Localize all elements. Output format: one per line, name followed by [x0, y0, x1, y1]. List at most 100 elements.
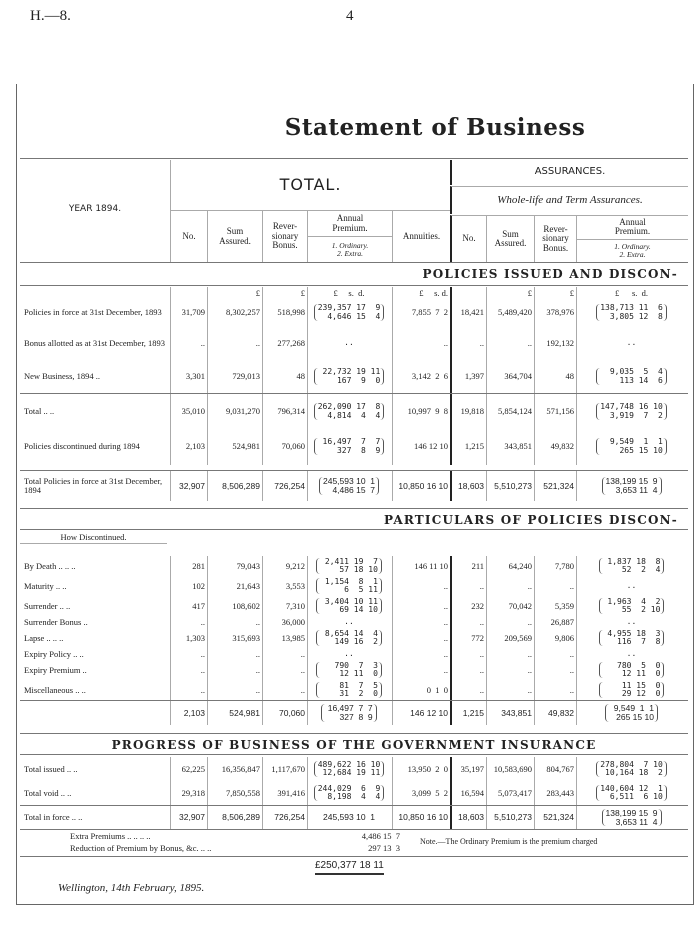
- column-header-annual: Annual Premium.: [307, 210, 392, 236]
- table-row: By Death .. .. .. 281 79,043 9,212 2,411 19…: [20, 556, 688, 576]
- row-label: Policies in force at 31st December, 1893: [24, 307, 162, 318]
- extra-premiums-value: 4,486 15 7: [361, 831, 400, 841]
- table-cell: 48: [262, 360, 307, 393]
- table-cell: 48: [534, 360, 576, 393]
- table-cell: 1,215: [450, 428, 486, 465]
- column-header-sum: Sum Assured.: [207, 210, 262, 262]
- table-cell: 9,549 1 1 265 15 10: [576, 701, 688, 725]
- table-row: Surrender Bonus ...... 36,000........ 26,8…: [20, 616, 688, 628]
- table-cell: 10,850 16 10: [392, 806, 450, 829]
- table-row: Bonus allotted as at 31st December, 1893…: [20, 326, 688, 360]
- note: Note.—The Ordinary Premium is the premiu…: [420, 837, 598, 846]
- unit-label: £ s. d.: [392, 287, 450, 299]
- row-label: Expiry Policy .. ..: [24, 648, 84, 659]
- row-label: Total issued .. ..: [24, 763, 78, 774]
- whole-life-heading: Whole-life and Term Assurances.: [450, 186, 688, 214]
- table-cell: 281: [170, 556, 207, 576]
- table-cell: ..: [576, 326, 688, 360]
- table-cell: 9,549 1 1 265 15 10: [576, 428, 688, 465]
- table-cell: 7,780: [534, 556, 576, 576]
- table-row: Lapse .. .. .. 1,303 315,693 13,985 8,654 1…: [20, 628, 688, 648]
- premium-value: 1,963 4 2 55 2 10: [598, 597, 665, 615]
- table-cell: 70,060: [262, 701, 307, 725]
- page-reference: H.—8.: [30, 8, 71, 24]
- table-cell: 108,602: [207, 596, 262, 616]
- row-label: Total Policies in force at 31st December…: [24, 476, 163, 495]
- table-cell: ..: [307, 616, 392, 628]
- table-cell: ..: [486, 660, 534, 680]
- table-cell: 245,593 10 1 4,486 15 7: [307, 471, 392, 501]
- table-cell: 489,622 16 10 12,684 19 11: [307, 757, 392, 781]
- table-cell: ..: [486, 648, 534, 660]
- premium-value: 16,497 7 7 327 8 9: [321, 704, 377, 722]
- row-label: New Business, 1894 ..: [24, 371, 101, 382]
- premium-value: ..: [626, 337, 637, 347]
- row-label: Total void .. ..: [24, 787, 72, 798]
- row-label: Surrender .. ..: [24, 600, 71, 611]
- premium-value: 147,748 16 10 3,919 7 2: [596, 402, 667, 420]
- row-label: Policies discontinued during 1894: [24, 441, 140, 452]
- table-cell: 16,497 7 7 327 8 9: [307, 701, 392, 725]
- table-cell: 13,985: [262, 628, 307, 648]
- table-cell: 32,907: [170, 471, 207, 501]
- table-cell: 140,604 12 1 6,511 6 10: [576, 781, 688, 805]
- table-cell: 391,416: [262, 781, 307, 805]
- premium-value: 4,955 18 3 116 7 8: [598, 629, 665, 647]
- table-cell: 1,963 4 2 55 2 10: [576, 596, 688, 616]
- table-cell: ..: [207, 326, 262, 360]
- column-header-no: No.: [170, 210, 207, 262]
- premium-value: 278,804 7 10 10,164 18 2: [596, 760, 667, 778]
- table-cell: 726,254: [262, 471, 307, 501]
- how-discontinued-label: How Discontinued.: [20, 532, 167, 544]
- table-cell: 7,310: [262, 596, 307, 616]
- page-number: 4: [346, 8, 354, 24]
- table-cell: 11 15 0 29 12 0: [576, 680, 688, 700]
- table-cell: 3,404 10 11 69 14 10: [307, 596, 392, 616]
- table-cell: 9,212: [262, 556, 307, 576]
- table-cell: 796,314: [262, 394, 307, 429]
- table-cell: 8,506,289: [207, 471, 262, 501]
- premium-value: ..: [626, 580, 637, 590]
- table-cell: 1,303: [170, 628, 207, 648]
- premium-value: 489,622 16 10 12,684 19 11: [313, 760, 385, 778]
- table-cell: 278,804 7 10 10,164 18 2: [576, 757, 688, 781]
- table-row: Total .. .. 35,010 9,031,270 796,314 262,090…: [20, 393, 688, 429]
- table-cell: ..: [450, 326, 486, 360]
- table-cell: 146 11 10: [392, 556, 450, 576]
- table-cell: 1,154 8 1 6 5 11: [307, 576, 392, 596]
- premium-value: ..: [344, 648, 354, 658]
- row-label: Miscellaneous .. ..: [24, 684, 86, 695]
- table-row: Total in force .. .. 32,907 8,506,289 726,2…: [20, 805, 688, 830]
- table-cell: 571,156: [534, 394, 576, 429]
- table-row: Expiry Policy .. ....................: [20, 648, 688, 660]
- premium-value: 780 5 0 12 11 0: [598, 661, 665, 679]
- table-cell: ..: [392, 616, 450, 628]
- units-row: £ £ £ s. d. £ s. d. £ £ £ s. d.: [20, 287, 688, 299]
- table-cell: 5,489,420: [486, 299, 534, 326]
- table-cell: 8,506,289: [207, 806, 262, 829]
- table-cell: 49,832: [534, 428, 576, 465]
- page-title: Statement of Business: [284, 114, 586, 141]
- table-cell: ..: [534, 660, 576, 680]
- unit-label: £: [534, 287, 576, 299]
- divider: [20, 158, 688, 159]
- unit-label: £: [207, 287, 262, 299]
- row-label: Expiry Premium ..: [24, 664, 87, 675]
- premium-value: 245,593 10 1: [323, 812, 375, 823]
- table-cell: ..: [450, 576, 486, 596]
- premium-value: 1,837 18 8 52 2 4: [598, 557, 665, 575]
- column-header-annual-sub: 1. Ordinary. 2. Extra.: [576, 238, 688, 262]
- table-row: Policies discontinued during 1894 2,103 52…: [20, 428, 688, 465]
- table-cell: 3,553: [262, 576, 307, 596]
- table-cell: 19,818: [450, 394, 486, 429]
- table-cell: ..: [170, 648, 207, 660]
- table-cell: 3,099 5 2: [392, 781, 450, 805]
- unit-label: £: [486, 287, 534, 299]
- table-cell: 1,215: [450, 701, 486, 725]
- column-header-annual: Annual Premium.: [576, 215, 688, 239]
- table-cell: 790 7 3 12 11 0: [307, 660, 392, 680]
- premium-value: 140,604 12 1 6,511 6 10: [596, 784, 667, 802]
- unit-label: £ s. d.: [576, 287, 688, 299]
- premium-value: 9,549 1 1 265 15 10: [596, 437, 667, 455]
- unit-label: [20, 287, 170, 299]
